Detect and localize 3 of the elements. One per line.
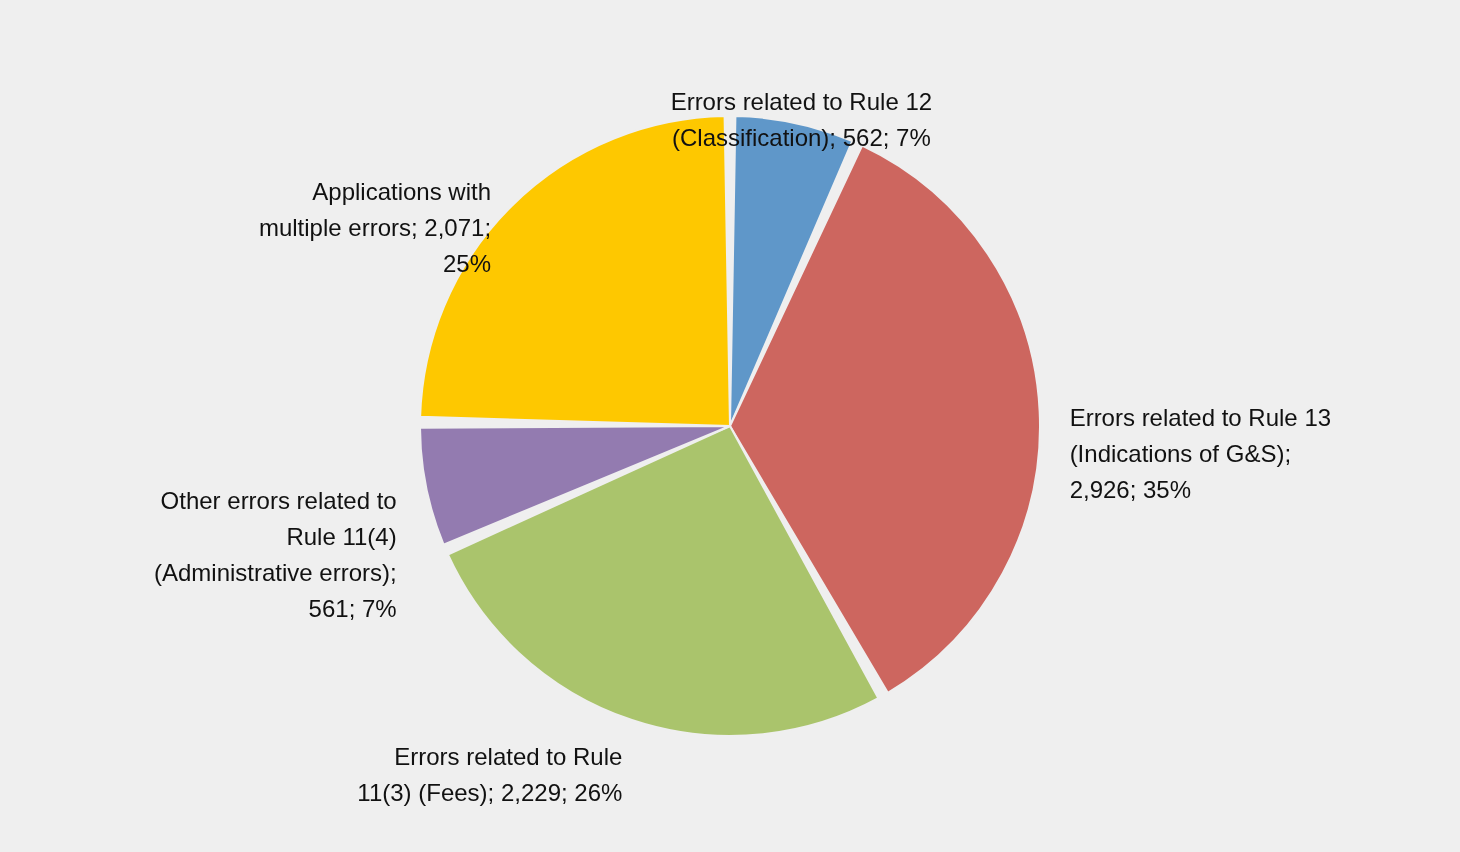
slice-label: Errors related to Rule 13 (Indications of G&S); 2,926; 35% — [1069, 404, 1332, 504]
slice-label: Other errors related to Rule 11(4) (Administrative errors); 561; 7% — [153, 487, 397, 623]
slice-label: Errors related to Rule 11(3) (Fees); 2,229; 26% — [357, 742, 623, 806]
